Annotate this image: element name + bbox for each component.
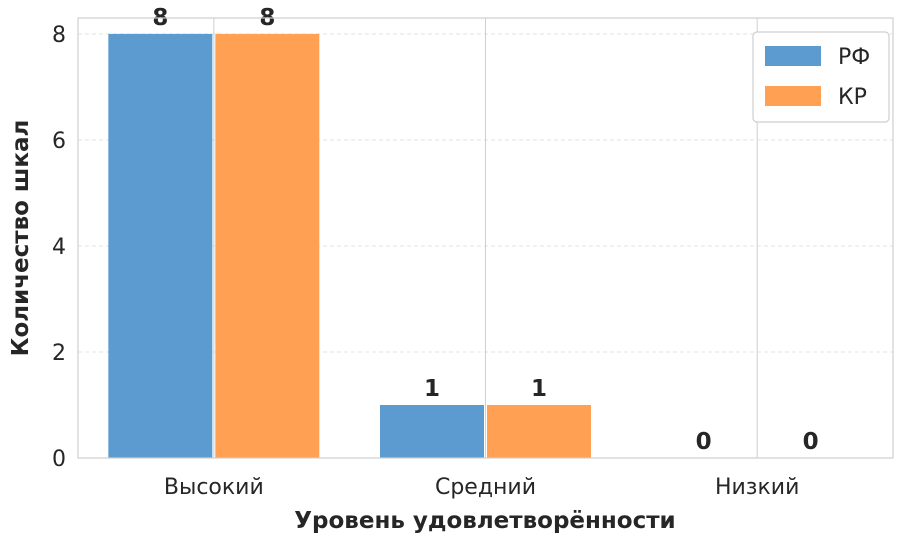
x-tick-label: Средний: [435, 475, 536, 500]
bar: [215, 33, 320, 458]
data-label: 0: [696, 429, 712, 455]
y-tick-label: 2: [52, 341, 66, 366]
y-axis-title: Количество шкал: [8, 120, 34, 357]
x-tick-label: Высокий: [164, 475, 264, 500]
data-label: 1: [531, 376, 547, 402]
data-label: 1: [424, 376, 440, 402]
bar: [380, 404, 484, 458]
legend-label-rf: РФ: [838, 45, 870, 70]
legend: РФ КР: [752, 31, 890, 123]
y-tick-label: 8: [52, 23, 66, 48]
y-tick-label: 0: [52, 447, 66, 472]
y-tick-labels: 0 2 4 6 8: [52, 23, 66, 472]
bar: [108, 33, 213, 458]
legend-label-kr: КР: [838, 85, 867, 110]
legend-swatch-kr: [765, 86, 821, 106]
bars: [108, 33, 591, 458]
y-tick-label: 4: [52, 235, 66, 260]
bar: [487, 404, 591, 458]
x-tick-labels: Высокий Средний Низкий: [164, 475, 800, 500]
x-tick-label: Низкий: [715, 475, 799, 500]
legend-swatch-rf: [765, 46, 821, 66]
x-axis-title: Уровень удовлетворённости: [294, 508, 675, 534]
y-tick-label: 6: [52, 129, 66, 154]
data-label: 0: [803, 429, 819, 455]
plot-frame: [77, 17, 894, 459]
